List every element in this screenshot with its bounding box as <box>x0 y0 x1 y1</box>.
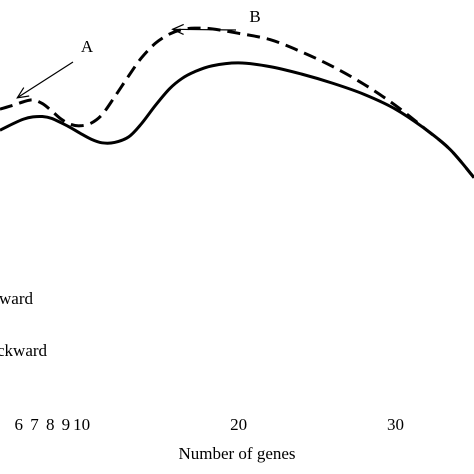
x-axis-title: Number of genes <box>178 444 295 463</box>
legend-label-dashed-series: ward <box>0 289 33 308</box>
annotation-label-B: B <box>249 7 260 26</box>
annotation-arrowhead-B <box>171 23 184 35</box>
annotation-layer: AB <box>16 7 261 99</box>
x-tick-label-9: 9 <box>62 415 71 434</box>
legend-label-solid-series: ckward <box>0 341 48 360</box>
x-tick-label-8: 8 <box>46 415 55 434</box>
annotation-arrow-line-B <box>172 28 237 31</box>
x-tick-label-30: 30 <box>387 415 404 434</box>
plot-area: AB <box>0 7 474 179</box>
x-tick-label-20: 20 <box>230 415 247 434</box>
annotation-arrowhead-A <box>16 87 30 99</box>
x-axis: 6 7 8 9 10 20 30 Number of genes <box>15 415 404 463</box>
x-tick-label-7: 7 <box>30 415 39 434</box>
series-line-dashed <box>0 26 474 179</box>
series-layer <box>0 26 474 179</box>
x-tick-labels: 6 7 8 9 10 20 30 <box>15 415 404 434</box>
x-tick-label-10: 10 <box>73 415 90 434</box>
series-line-solid <box>0 61 474 179</box>
annotation-arrow-line-A <box>16 61 74 99</box>
annotation-label-A: A <box>81 37 94 56</box>
x-tick-label-6: 6 <box>15 415 24 434</box>
legend: ward ckward <box>0 289 48 360</box>
